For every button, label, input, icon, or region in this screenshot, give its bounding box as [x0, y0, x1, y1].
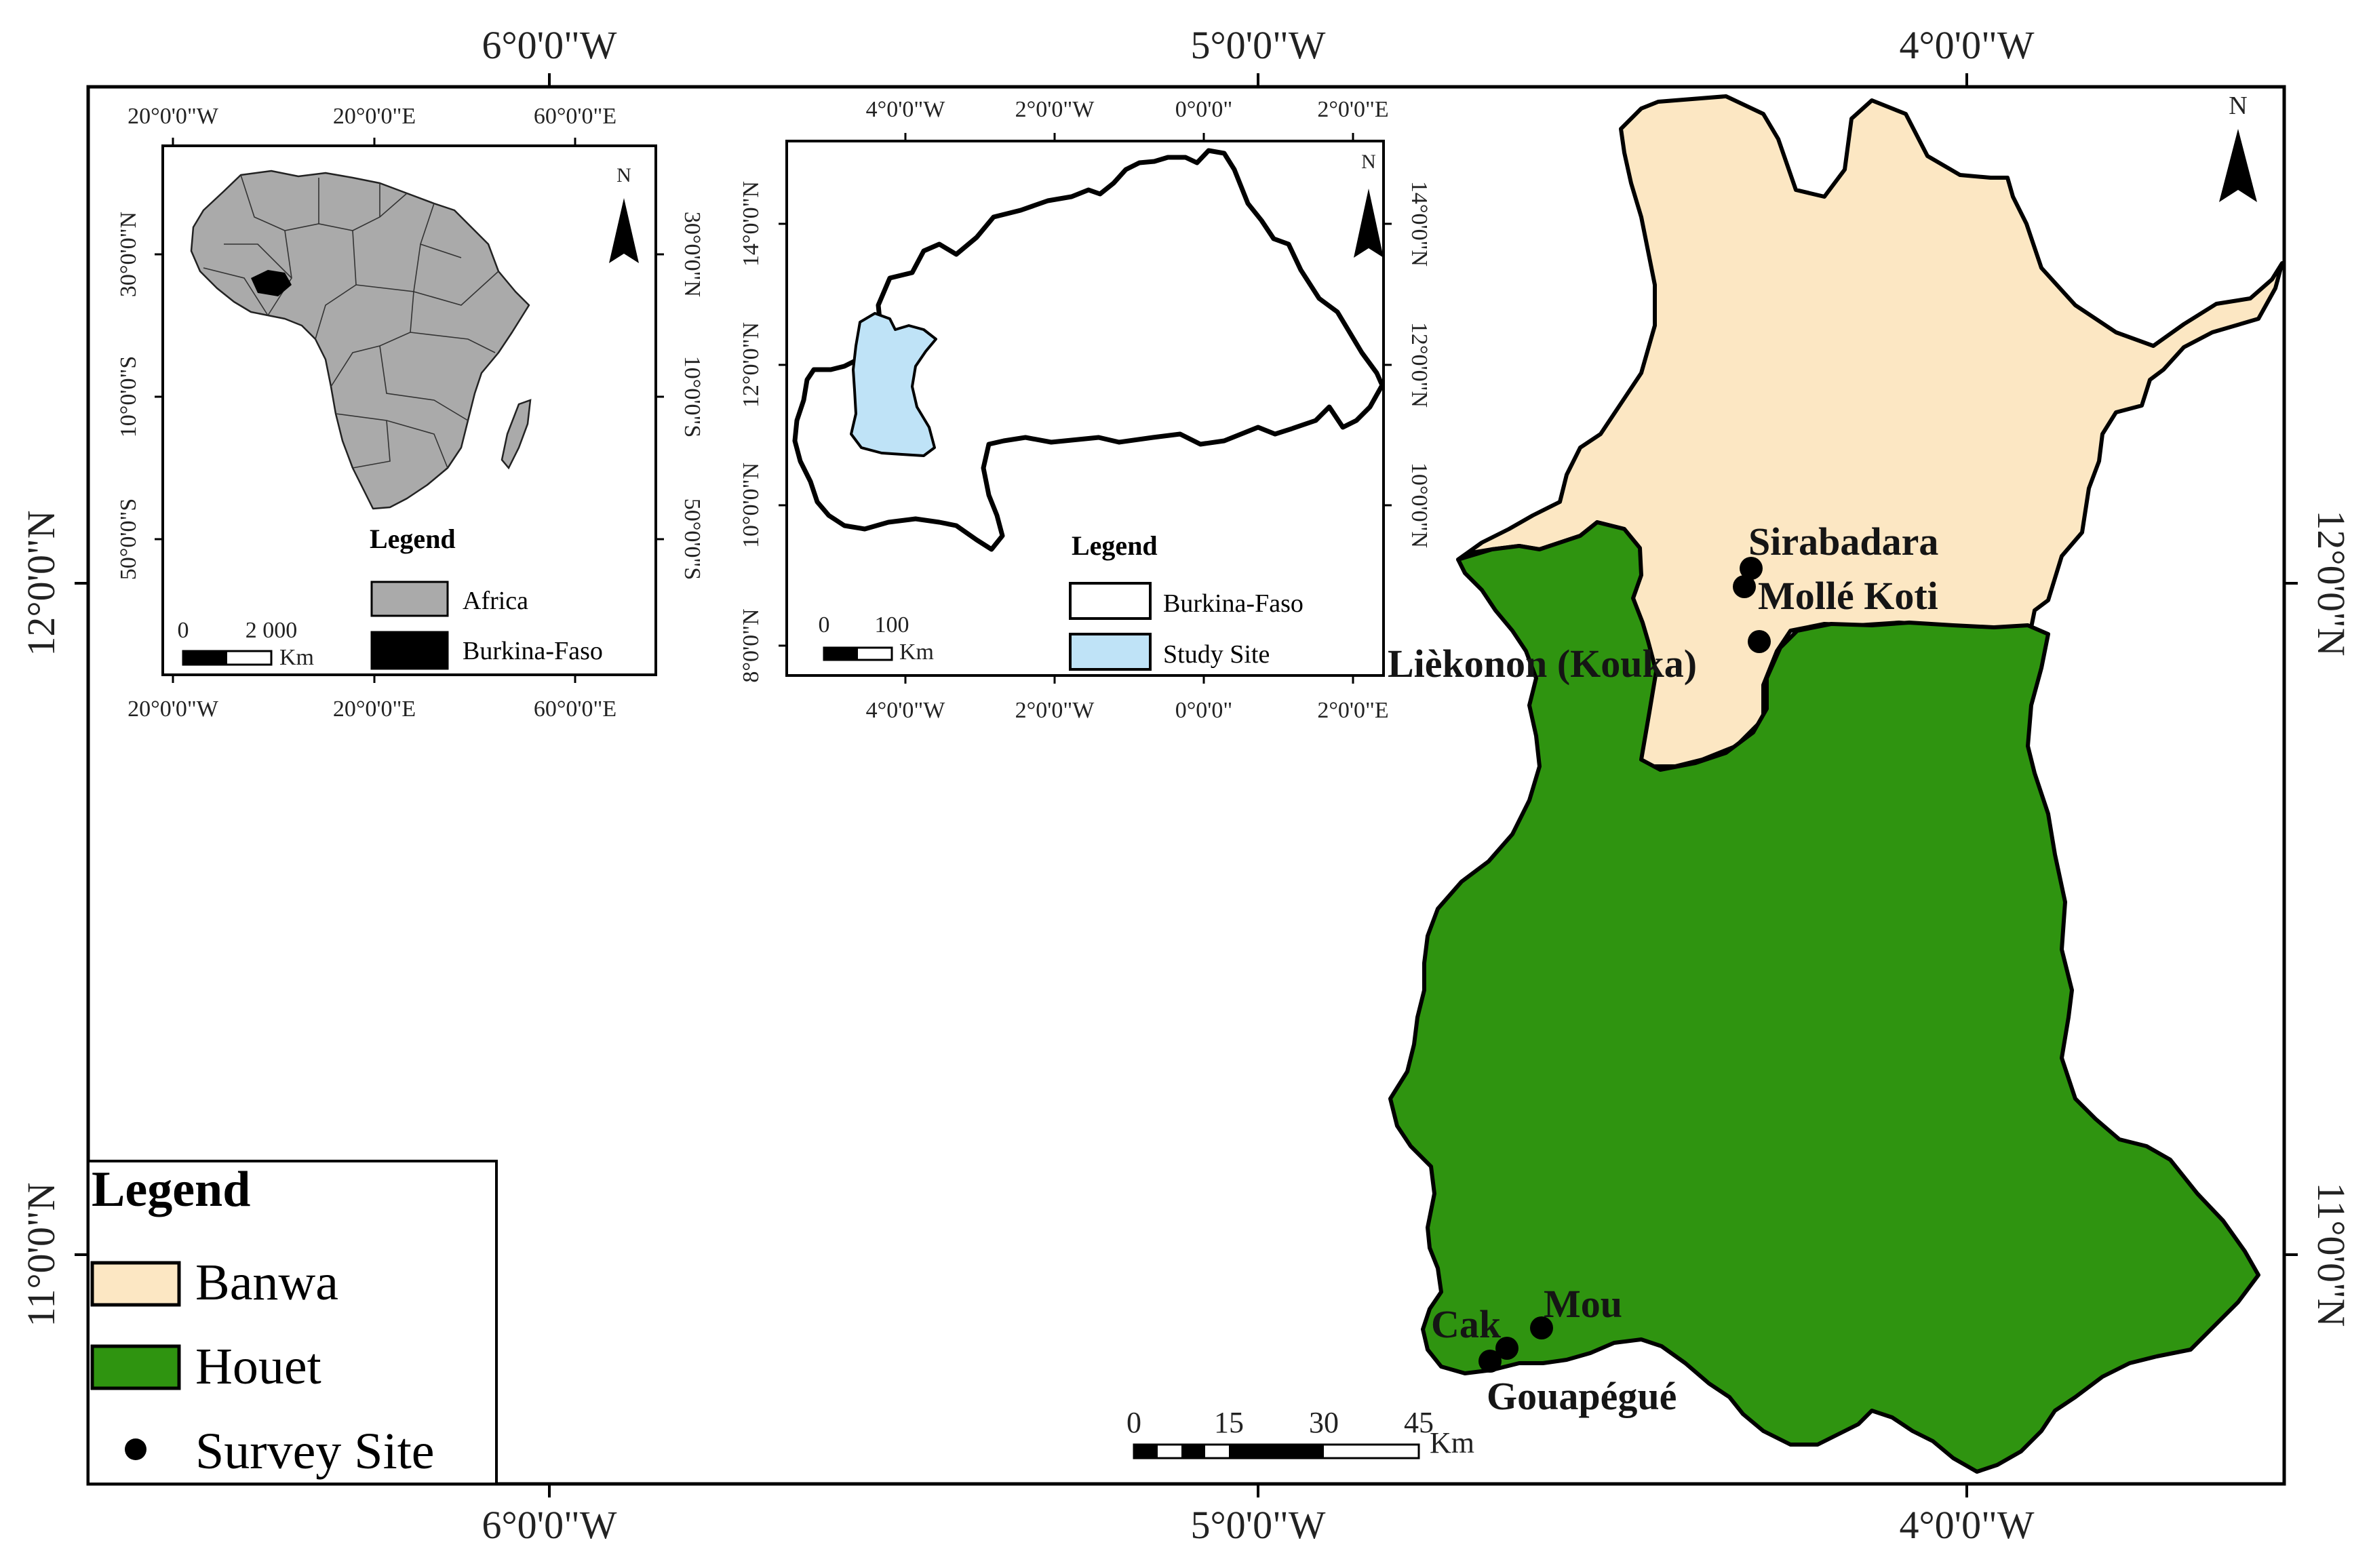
- svg-text:Burkina-Faso: Burkina-Faso: [1163, 589, 1304, 618]
- africa-tick-left-2: 50°0'0"S: [116, 498, 141, 581]
- survey-site-marker-gouapegue[interactable]: [1478, 1350, 1502, 1373]
- africa-tick-right-2: 50°0'0"S: [680, 498, 705, 581]
- burkina-tick-top-0: 4°0'0"W: [866, 97, 946, 122]
- survey-site-label-liekonon-kouka: Lièkonon (Kouka): [1388, 642, 1697, 686]
- legend-symbol-survey-site: [125, 1438, 146, 1460]
- study-site-area[interactable]: [850, 312, 937, 457]
- tick-label-bottom-2: 4°0'0"W: [1899, 1503, 2034, 1547]
- burkina-faso-outline[interactable]: [792, 148, 1385, 552]
- burkina-tick-left-2: 10°0'0"N: [739, 463, 764, 548]
- burkina-scale-unit: Km: [899, 640, 934, 665]
- svg-text:Africa: Africa: [463, 587, 528, 615]
- burkina-tick-right-0: 14°0'0"N: [1407, 181, 1432, 267]
- svg-text:N: N: [616, 164, 631, 187]
- survey-site-marker-sirabadara[interactable]: [1740, 557, 1763, 580]
- survey-site-label-gouapegue: Gouapégué: [1487, 1374, 1677, 1418]
- main-scale-tick-3: 45: [1404, 1406, 1434, 1439]
- tick-label-right-0: 12°0'0"N: [2309, 510, 2353, 656]
- burkina-north-arrow: N: [1354, 151, 1384, 258]
- burkina-legend-swatch-study-site: [1069, 633, 1152, 671]
- survey-site-label-mou: Mou: [1544, 1282, 1622, 1326]
- svg-text:Burkina-Faso: Burkina-Faso: [463, 637, 603, 665]
- africa-scale-tick-1: 2 000: [246, 618, 298, 643]
- tick-label-bottom-0: 6°0'0"W: [482, 1503, 616, 1547]
- burkina-tick-left-1: 12°0'0"N: [739, 322, 764, 408]
- burkina-tick-right-1: 12°0'0"N: [1407, 322, 1432, 408]
- burkina-scale-tick-1: 100: [875, 612, 909, 638]
- burkina-tick-top-2: 0°0'0": [1175, 97, 1233, 122]
- burkina-tick-left-3: 8°0'0"N: [739, 608, 764, 682]
- north-arrow-icon: N: [2219, 92, 2257, 202]
- africa-legend-swatch-burkina: [370, 631, 449, 670]
- africa-legend-swatch-africa: [370, 581, 449, 617]
- africa-tick-top-2: 60°0'0"E: [534, 104, 616, 129]
- africa-tick-left-1: 10°0'0"S: [116, 356, 141, 438]
- burkina-tick-bottom-2: 0°0'0": [1175, 698, 1233, 723]
- africa-north-arrow: N: [609, 164, 639, 263]
- legend-label-banwa: Banwa: [195, 1254, 338, 1311]
- survey-site-label-cak: Cak: [1431, 1302, 1502, 1346]
- legend-label-survey-site: Survey Site: [195, 1423, 435, 1480]
- africa-tick-top-0: 20°0'0"W: [128, 104, 219, 129]
- svg-text:Legend: Legend: [92, 1162, 250, 1217]
- tick-label-left-1: 11°0'0"N: [19, 1182, 63, 1327]
- tick-label-bottom-1: 5°0'0"W: [1190, 1503, 1325, 1547]
- africa-tick-left-0: 30°0'0"N: [116, 212, 141, 297]
- main-scale-tick-0: 0: [1126, 1406, 1141, 1439]
- svg-text:Legend: Legend: [1072, 530, 1158, 561]
- africa-tick-right-1: 10°0'0"S: [680, 356, 705, 438]
- burkina-tick-bottom-0: 4°0'0"W: [866, 698, 946, 723]
- burkina-tick-left-0: 14°0'0"N: [739, 181, 764, 267]
- burkina-scale-tick-0: 0: [819, 612, 830, 638]
- legend-swatch-houet: [90, 1344, 181, 1390]
- tick-label-top-1: 5°0'0"W: [1190, 23, 1325, 67]
- tick-label-top-2: 4°0'0"W: [1899, 23, 2034, 67]
- survey-site-label-molle-koti: Mollé Koti: [1758, 574, 1938, 618]
- main-scale-tick-1: 15: [1214, 1406, 1244, 1439]
- main-legend: Legend Banwa Houet Survey Site: [87, 1160, 498, 1485]
- africa-tick-bottom-0: 20°0'0"W: [128, 697, 219, 722]
- legend-label-houet: Houet: [195, 1338, 321, 1395]
- main-scale-tick-2: 30: [1309, 1406, 1339, 1439]
- survey-site-label-sirabadara: Sirabadara: [1748, 520, 1938, 564]
- africa-tick-bottom-2: 60°0'0"E: [534, 697, 616, 722]
- legend-swatch-banwa: [90, 1261, 181, 1307]
- africa-continent[interactable]: [190, 170, 532, 510]
- africa-tick-right-0: 30°0'0"N: [680, 212, 705, 297]
- burkina-tick-bottom-1: 2°0'0"W: [1015, 698, 1095, 723]
- svg-text:N: N: [2229, 92, 2247, 120]
- survey-site-marker-mou[interactable]: [1530, 1316, 1553, 1339]
- burkina-tick-right-2: 10°0'0"N: [1407, 463, 1432, 548]
- africa-scale-tick-0: 0: [178, 618, 189, 643]
- houet-region[interactable]: [1388, 520, 2260, 1474]
- tick-label-right-1: 11°0'0"N: [2309, 1182, 2353, 1327]
- tick-label-left-0: 12°0'0"N: [19, 510, 63, 656]
- survey-site-marker-liekonon-kouka[interactable]: [1748, 630, 1771, 653]
- africa-scale-unit: Km: [279, 645, 314, 670]
- survey-site-marker-cak[interactable]: [1495, 1337, 1518, 1360]
- africa-tick-bottom-1: 20°0'0"E: [333, 697, 416, 722]
- africa-tick-top-1: 20°0'0"E: [333, 104, 416, 129]
- svg-text:Study Site: Study Site: [1163, 640, 1270, 669]
- burkina-legend-swatch-outline: [1069, 582, 1152, 620]
- burkina-legend: Legend Burkina-Faso Study Site: [1069, 530, 1304, 671]
- survey-site-marker-molle-koti[interactable]: [1733, 575, 1756, 598]
- svg-text:N: N: [1361, 151, 1376, 173]
- africa-legend: Legend Africa Burkina-Faso: [370, 524, 603, 670]
- burkina-tick-bottom-3: 2°0'0"E: [1317, 698, 1388, 723]
- burkina-tick-top-3: 2°0'0"E: [1317, 97, 1388, 122]
- burkina-tick-top-1: 2°0'0"W: [1015, 97, 1095, 122]
- svg-text:Legend: Legend: [370, 524, 456, 554]
- main-scale-unit: Km: [1430, 1426, 1474, 1459]
- tick-label-top-0: 6°0'0"W: [482, 23, 616, 67]
